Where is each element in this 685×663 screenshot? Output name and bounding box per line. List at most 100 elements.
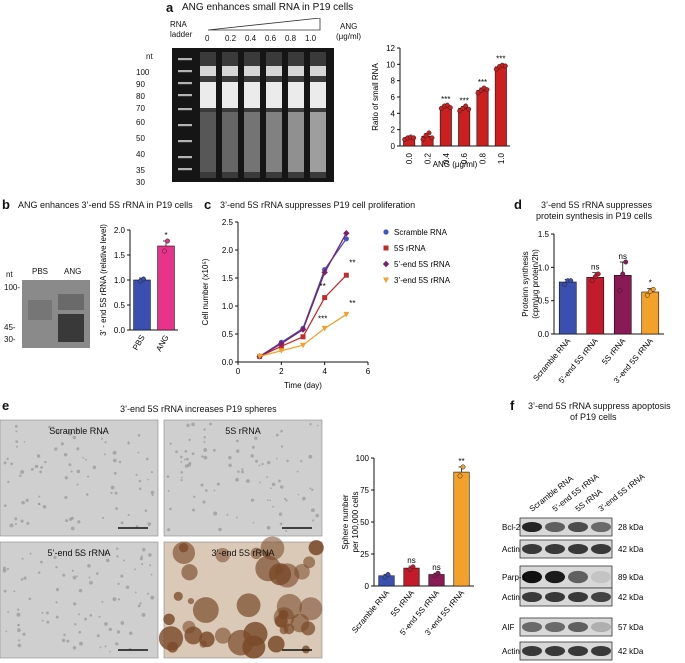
cell-dot <box>14 424 18 428</box>
cell-dot <box>74 623 77 626</box>
cell-dot <box>39 470 43 474</box>
panel-label-a: a <box>166 0 174 15</box>
data-point <box>165 238 170 244</box>
cell-dot <box>3 461 7 465</box>
cell-dot <box>101 600 104 603</box>
cell-dot <box>7 610 10 613</box>
significance-2: ns <box>619 252 627 261</box>
cell-dot <box>150 490 155 495</box>
sphere-blob <box>227 629 254 656</box>
sphere-blob <box>299 597 323 621</box>
cell-dot <box>149 564 152 567</box>
significance-5: *** <box>496 55 505 64</box>
cell-dot <box>76 483 79 486</box>
cell-dot <box>150 595 155 600</box>
y-axis-label: Ratio of small RNA <box>371 63 380 131</box>
cell-dot <box>101 516 105 519</box>
cell-dot <box>228 463 232 468</box>
nt-marker-45: 45- <box>4 323 16 332</box>
cell-dot <box>92 465 97 470</box>
data-point <box>568 278 574 284</box>
x-tick-label-2: 5S rRNA <box>600 336 628 366</box>
chart-a: 0 2 4 6 8 10 12 Ratio of small RNA 0.0 0.2 *** 0.4 *… <box>371 44 510 169</box>
blot-band <box>591 621 611 633</box>
cell-dot <box>285 530 288 532</box>
sphere-blob <box>214 627 231 644</box>
data-point <box>466 106 472 112</box>
cell-dot <box>279 522 283 526</box>
cell-dot <box>169 442 172 445</box>
annotation-1: *** <box>318 315 327 324</box>
blot-strip-4 <box>519 617 613 637</box>
data-point <box>502 63 508 69</box>
lane-conc-3: 0.6 <box>265 34 277 43</box>
data-point <box>322 295 328 301</box>
nt-marker-a-60: 60 <box>136 118 145 127</box>
significance-1: * <box>164 231 167 240</box>
cell-dot <box>16 628 21 633</box>
panel-title-d-line1: 3’-end 5S rRNA suppresses <box>541 200 653 210</box>
data-point <box>617 288 623 294</box>
cell-dot <box>186 423 190 428</box>
cell-dot <box>103 550 107 555</box>
cell-dot <box>147 592 150 595</box>
data-point <box>343 236 349 242</box>
nt-marker-a-35: 35 <box>136 166 145 175</box>
cell-dot <box>278 512 283 516</box>
y-tick-label: 1.0 <box>538 263 550 272</box>
cell-dot <box>235 477 239 482</box>
nt-marker-a-50: 50 <box>136 134 145 143</box>
y-axis-label: per 100,000 cells <box>351 492 360 553</box>
nt-label-b: nt <box>6 270 13 279</box>
gel-band-main-2 <box>244 82 260 108</box>
bar-2 <box>439 106 452 147</box>
x-tick-label: 6 <box>366 367 371 376</box>
y-axis-label: Proteinn synthesis <box>521 251 530 316</box>
cell-dot <box>226 513 229 516</box>
cell-dot <box>3 589 7 593</box>
cell-dot <box>241 468 244 471</box>
gel-smear-2 <box>244 112 260 172</box>
data-point <box>321 325 328 332</box>
data-point <box>429 135 435 141</box>
cell-dot <box>315 513 319 518</box>
cell-dot <box>99 646 102 649</box>
cell-dot <box>109 650 111 653</box>
sphere-blob <box>163 613 175 626</box>
x-tick-label: 4 <box>322 367 327 376</box>
cell-dot <box>65 519 69 523</box>
data-point <box>300 334 306 340</box>
chart-c: 0.0 0.5 1.0 1.5 2.0 2.5 0 2 4 6 Time (day) Cell num… <box>201 218 451 390</box>
blot-protein-0: Bcl-2 <box>502 523 521 532</box>
nt-marker-a-90: 90 <box>136 80 145 89</box>
cell-dot <box>20 578 24 581</box>
cell-dot <box>125 585 130 590</box>
y-tick-label: 1.0 <box>114 276 126 285</box>
cell-dot <box>104 441 107 444</box>
cell-dot <box>139 557 144 561</box>
blot-band <box>568 591 588 603</box>
cell-dot <box>76 575 79 578</box>
sphere-blob <box>172 541 196 565</box>
cell-dot <box>89 613 93 617</box>
data-point <box>463 103 469 109</box>
cell-dot <box>17 623 20 627</box>
cell-dot <box>135 525 139 528</box>
sphere-blob <box>301 621 316 636</box>
x-tick-label-1: ANG <box>154 334 170 354</box>
y-axis-label: 3’ - end 5S rRNA (relative level) <box>99 224 108 336</box>
cell-dot <box>192 508 195 512</box>
blot-kda-4: 57 kDa <box>618 623 644 632</box>
lane-conc-4: 0.8 <box>285 34 297 43</box>
cell-dot <box>89 580 93 585</box>
nt-marker-a-80: 80 <box>136 92 145 101</box>
cell-dot <box>71 569 74 572</box>
micrograph-2 <box>0 541 159 659</box>
cell-dot <box>202 500 206 504</box>
bar-1 <box>157 245 175 331</box>
data-point <box>589 278 595 284</box>
data-point <box>343 311 350 318</box>
data-point <box>650 286 656 292</box>
cell-dot <box>296 470 299 473</box>
